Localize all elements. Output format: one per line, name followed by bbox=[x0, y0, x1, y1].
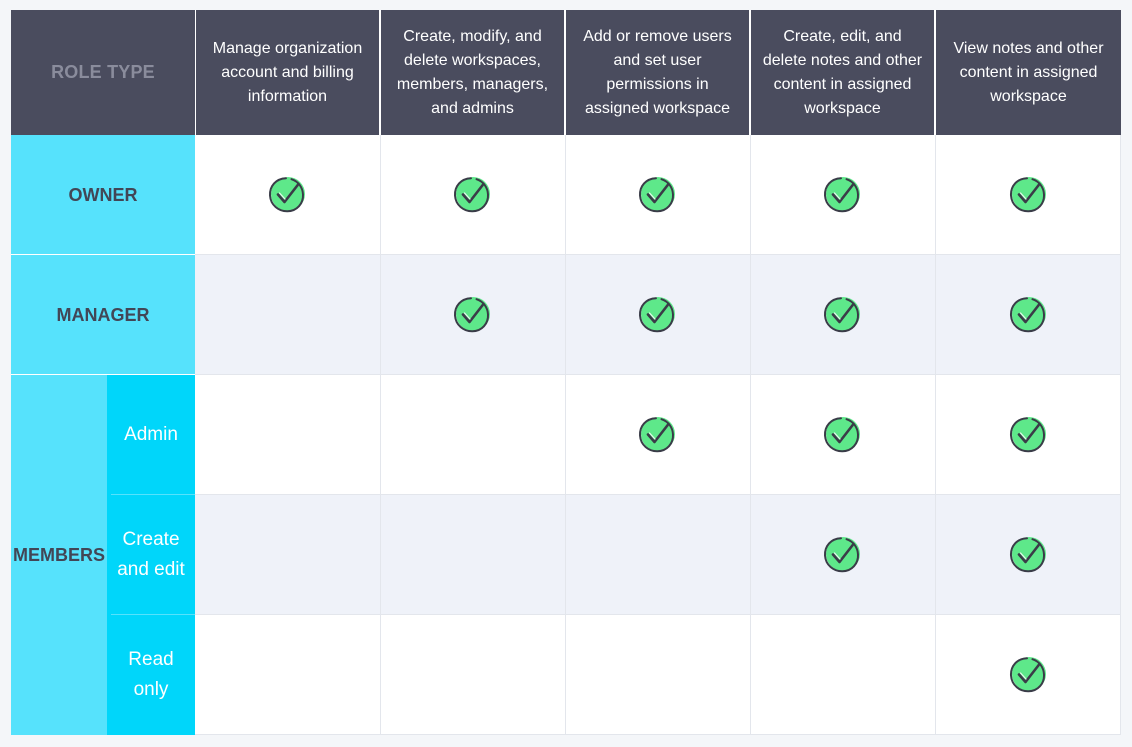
check-circle-icon bbox=[1009, 537, 1046, 573]
column-divider bbox=[380, 135, 381, 735]
check-circle-icon bbox=[823, 537, 860, 573]
check-circle-icon bbox=[638, 177, 675, 213]
column-divider bbox=[1120, 135, 1121, 735]
role-read-only: Read only bbox=[107, 615, 195, 735]
column-divider bbox=[565, 135, 566, 735]
role-admin: Admin bbox=[107, 375, 195, 495]
subrole-divider bbox=[111, 614, 195, 615]
header-col-manage-users: Add or remove users and set user permiss… bbox=[565, 10, 749, 135]
check-circle-icon bbox=[1009, 177, 1046, 213]
permissions-table: ROLE TYPE Manage organization account an… bbox=[11, 10, 1121, 735]
role-owner: OWNER bbox=[11, 135, 195, 255]
role-create-edit: Create and edit bbox=[107, 495, 195, 615]
header-role-type: ROLE TYPE bbox=[11, 10, 195, 135]
subrole-divider bbox=[111, 494, 195, 495]
role-manager: MANAGER bbox=[11, 255, 195, 375]
check-circle-icon bbox=[453, 177, 490, 213]
check-circle-icon bbox=[638, 297, 675, 333]
header-col-view-content: View notes and other content in assigned… bbox=[935, 10, 1121, 135]
header-col-edit-content: Create, edit, and delete notes and other… bbox=[750, 10, 934, 135]
check-circle-icon bbox=[1009, 657, 1046, 693]
column-divider bbox=[750, 135, 751, 735]
role-divider bbox=[11, 374, 195, 375]
check-circle-icon bbox=[1009, 417, 1046, 453]
role-members: MEMBERS bbox=[11, 375, 107, 735]
row-create-edit-bg bbox=[195, 495, 1121, 615]
check-circle-icon bbox=[823, 297, 860, 333]
check-circle-icon bbox=[823, 177, 860, 213]
row-read-only-bg bbox=[195, 615, 1121, 735]
check-circle-icon bbox=[823, 417, 860, 453]
role-divider bbox=[11, 254, 195, 255]
check-circle-icon bbox=[453, 297, 490, 333]
check-circle-icon bbox=[268, 177, 305, 213]
header-col-manage-workspaces: Create, modify, and delete workspaces, m… bbox=[380, 10, 564, 135]
check-circle-icon bbox=[1009, 297, 1046, 333]
column-divider bbox=[935, 135, 936, 735]
header-col-manage-billing: Manage organization account and billing … bbox=[195, 10, 379, 135]
check-circle-icon bbox=[638, 417, 675, 453]
